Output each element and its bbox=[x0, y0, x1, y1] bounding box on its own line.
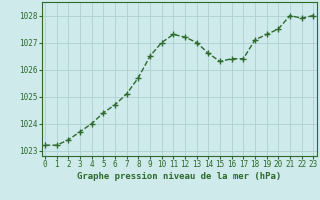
X-axis label: Graphe pression niveau de la mer (hPa): Graphe pression niveau de la mer (hPa) bbox=[77, 172, 281, 181]
